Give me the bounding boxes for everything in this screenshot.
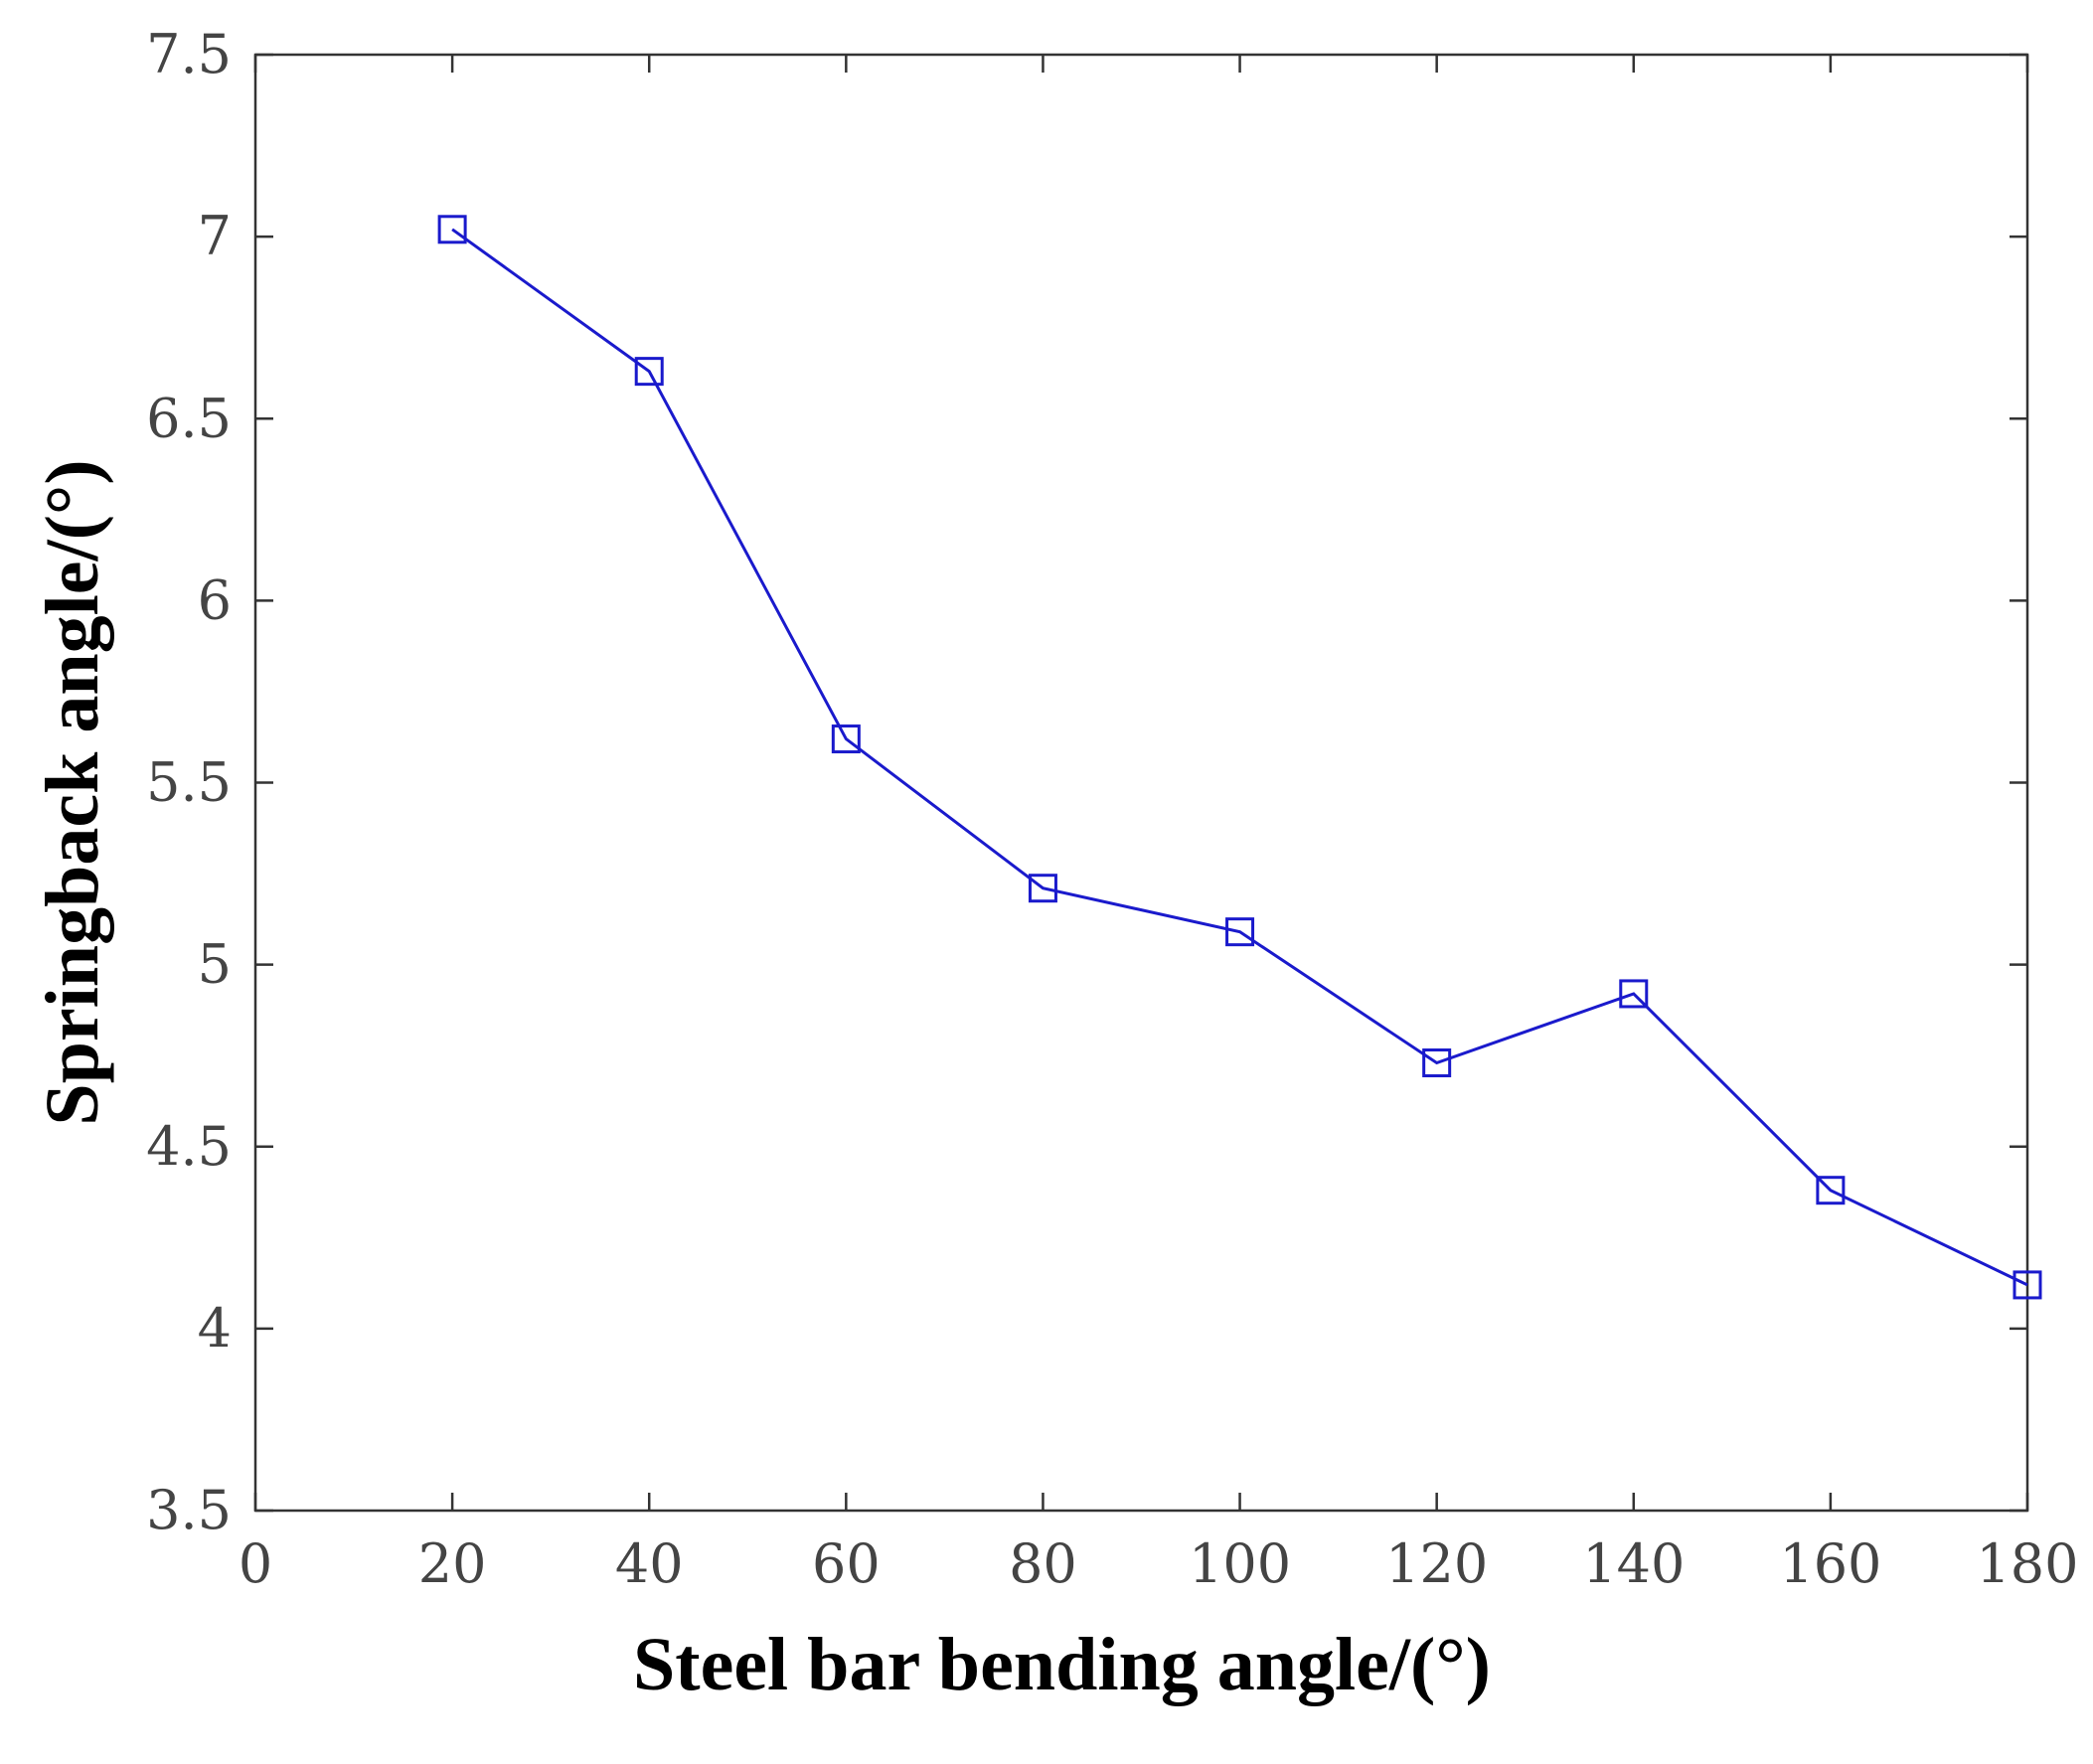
y-tick-label: 5.5 [146,751,232,814]
y-tick-label: 4 [198,1297,232,1360]
data-point-marker [1422,1048,1452,1078]
data-point-marker [634,357,664,387]
y-tick-label: 3.5 [146,1479,232,1541]
x-tick-label: 160 [1779,1532,1881,1595]
y-tick-label: 6.5 [146,387,232,449]
plot-border [253,53,2029,1513]
x-tick-label: 20 [418,1532,487,1595]
axis-tick-labels: 0 20 40 60 80 100 120 140 160 180 3.5 4 4.5 5 5.5 6 6.5 7… [146,23,2078,1595]
plot-frame [253,53,2029,1513]
x-tick-label: 100 [1189,1532,1291,1595]
data-series [437,215,2042,1300]
data-point-marker [1619,979,1649,1009]
data-point-marker [831,724,861,754]
x-tick-label: 140 [1582,1532,1685,1595]
y-tick-label: 6 [198,568,232,631]
data-point-marker [437,215,467,244]
axis-ticks [253,53,2029,1513]
y-tick-label: 7.5 [146,23,232,85]
series-line [451,228,2028,1287]
x-tick-label: 0 [239,1532,272,1595]
x-axis-title: Steel bar bending angle/(°) [633,1623,1491,1706]
x-tick-label: 180 [1976,1532,2078,1595]
y-axis-title: Springback angle/(°) [31,459,114,1125]
y-tick-label: 5 [198,933,232,996]
x-tick-label: 120 [1385,1532,1488,1595]
x-tick-label: 80 [1009,1532,1077,1595]
data-point-marker [2012,1270,2042,1300]
y-tick-label: 7 [198,205,232,267]
y-tick-label: 4.5 [146,1115,232,1178]
data-point-marker [1028,874,1057,903]
data-point-marker [1225,917,1255,947]
x-tick-label: 60 [812,1532,881,1595]
x-tick-label: 40 [615,1532,684,1595]
data-point-marker [1816,1176,1846,1205]
